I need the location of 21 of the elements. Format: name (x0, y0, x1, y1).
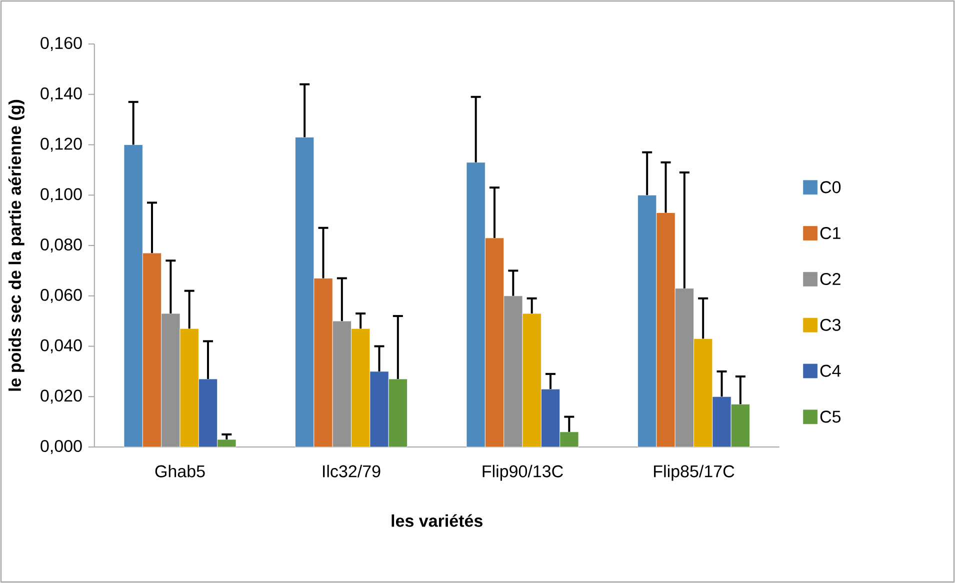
legend-label: C1 (820, 227, 840, 240)
y-tick-label: 0,000 (40, 440, 82, 454)
y-tick-label: 0,120 (40, 138, 82, 152)
x-axis-title: les variétés (392, 514, 482, 527)
legend-label: C4 (820, 364, 841, 377)
x-tick-label: Ghab5 (155, 464, 205, 478)
y-tick-label: 0,100 (40, 188, 82, 202)
y-tick-label: 0,140 (40, 87, 82, 102)
x-tick-label: Flip90/13C (482, 464, 563, 481)
legend-label: C2 (820, 272, 840, 286)
legend-label: C5 (820, 410, 841, 423)
x-tick-label: Flip85/17C (654, 464, 734, 481)
legend-label: C3 (820, 318, 840, 331)
x-tick-label: Ilc32/79 (323, 464, 380, 478)
y-tick-label: 0,080 (40, 238, 82, 253)
y-tick-label: 0,040 (40, 339, 82, 354)
y-tick-label: 0,060 (40, 288, 82, 303)
y-tick-label: 0,020 (40, 390, 82, 404)
y-tick-label: 0,160 (40, 36, 82, 52)
y-axis-title: le poids sec de la partie aérienne (g) (8, 100, 24, 391)
legend-label: C0 (820, 181, 841, 194)
